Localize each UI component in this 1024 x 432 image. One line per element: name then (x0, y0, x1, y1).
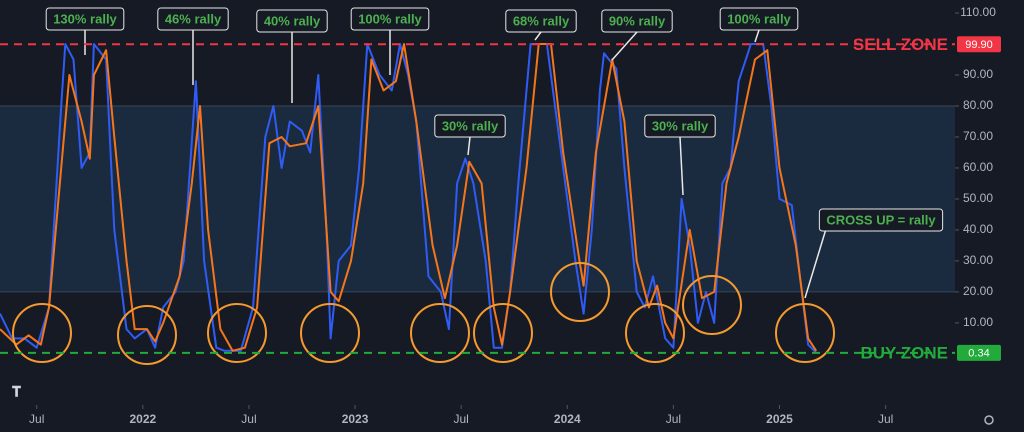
annotation-box (157, 7, 229, 31)
circle (117, 305, 177, 365)
circle (473, 303, 533, 363)
annotation-pointer (611, 31, 638, 61)
annotation-label: 46% rally (165, 11, 222, 26)
x-tick-label: Jul (666, 412, 681, 426)
level-badge (957, 36, 1001, 53)
annotation: 100% rally (350, 7, 430, 75)
circle (682, 275, 742, 335)
circle (625, 303, 685, 363)
y-tick-label: 70.00 (963, 129, 993, 143)
annotation: 30% rally (434, 114, 506, 156)
circle (410, 303, 470, 363)
annotation: 130% rally (45, 7, 125, 55)
circle (300, 303, 360, 363)
annotation-box (434, 114, 506, 138)
annotation-label: 90% rally (609, 13, 666, 28)
annotation-pointer (754, 29, 760, 43)
annotation-box (505, 9, 577, 33)
series-line (0, 43, 818, 352)
level-badge (957, 344, 1001, 361)
y-tick-label: 10.00 (963, 315, 993, 329)
annotation-box (818, 208, 944, 232)
annotation: 40% rally (256, 9, 328, 103)
annotation-pointer (467, 136, 471, 156)
annotation: 68% rally (505, 9, 577, 41)
annotation-layer: 130% rally 46% rally 40% rally 100% rally 30… (45, 7, 944, 299)
x-tick-label: Jul (29, 412, 44, 426)
axis-layer: 110.00 90.00 80.00 70.00 60.00 50.00 40.00 30.0… (0, 5, 1001, 426)
annotation-box (45, 7, 125, 31)
annotation-label: 68% rally (513, 13, 570, 28)
logo: 𝐓 (12, 384, 21, 400)
y-tick-label: 110.00 (960, 5, 996, 19)
level-badge-label: 99.90 (965, 39, 993, 51)
annotation: 100% rally (719, 7, 799, 43)
y-tick-label: 30.00 (963, 253, 993, 267)
x-tick-label: 2025 (766, 412, 793, 426)
annotation-box (644, 114, 716, 138)
annotation-label: 100% rally (727, 11, 791, 26)
circle (12, 303, 72, 363)
y-tick-label: 20.00 (963, 284, 993, 298)
x-tick-label: Jul (454, 412, 469, 426)
annotation-label: 100% rally (358, 11, 422, 26)
circle (775, 303, 835, 363)
y-tick-label: 50.00 (963, 191, 993, 205)
annotation-label: 30% rally (442, 118, 499, 133)
y-tick-label: 60.00 (963, 160, 993, 174)
annotation: CROSS UP = rally (804, 208, 944, 299)
circle (550, 262, 610, 322)
annotation-pointer (534, 31, 542, 41)
x-tick-label: 2024 (554, 412, 581, 426)
x-tick-label: Jul (241, 412, 256, 426)
annotation-pointer (679, 136, 684, 196)
line-layer (0, 43, 818, 354)
settings-icon[interactable] (984, 415, 994, 425)
annotation-label: 40% rally (264, 13, 321, 28)
annotation: 30% rally (644, 114, 716, 196)
zone-label: SELL ZONE (853, 35, 948, 54)
circle-layer (12, 262, 835, 365)
annotation-box (256, 9, 328, 33)
annotation-label: CROSS UP = rally (826, 212, 936, 227)
level-badge-label: 0.34 (968, 348, 989, 360)
circle (207, 303, 267, 363)
x-tick-label: 2022 (129, 412, 156, 426)
y-tick-label: 40.00 (963, 222, 993, 236)
annotation-box (350, 7, 430, 31)
annotation-label: 30% rally (652, 118, 709, 133)
annotation: 90% rally (601, 9, 673, 61)
annotation-box (719, 7, 799, 31)
annotation: 46% rally (157, 7, 229, 85)
zone-label: BUY ZONE (860, 343, 948, 362)
y-tick-label: 90.00 (963, 67, 993, 81)
x-tick-label: Jul (878, 412, 893, 426)
annotation-label: 130% rally (53, 11, 117, 26)
x-tick-label: 2023 (342, 412, 369, 426)
annotation-pointer (804, 230, 827, 299)
annotation-box (601, 9, 673, 33)
y-tick-label: 80.00 (963, 98, 993, 112)
